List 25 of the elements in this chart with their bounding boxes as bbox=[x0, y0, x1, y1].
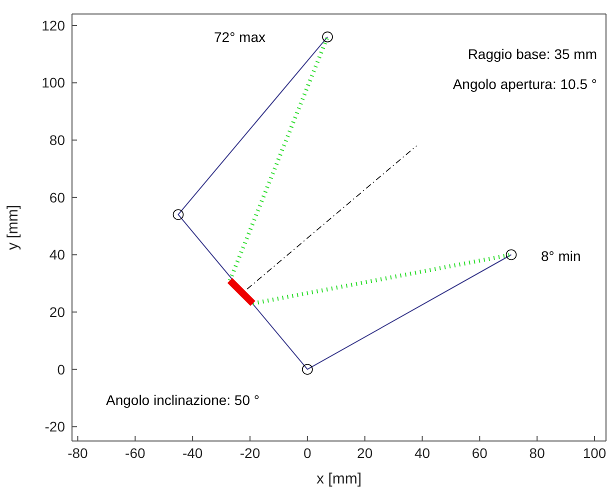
y-tick-label: 0 bbox=[57, 361, 66, 378]
y-tick-label: 120 bbox=[42, 17, 66, 34]
x-tick-label: 20 bbox=[357, 444, 373, 461]
x-tick-label: 0 bbox=[304, 444, 312, 461]
x-tick-label: 100 bbox=[582, 444, 606, 461]
y-tick-label: 80 bbox=[49, 132, 66, 148]
y-axis-title: y [mm] bbox=[4, 205, 22, 250]
annotation: Angolo apertura: 10.5 ° bbox=[452, 76, 597, 92]
x-tick-label: 60 bbox=[472, 444, 488, 461]
y-tick-label: -20 bbox=[44, 418, 66, 435]
x-tick-label: -40 bbox=[182, 444, 203, 461]
y-tick-label: 100 bbox=[42, 74, 66, 91]
x-tick-label: 80 bbox=[529, 444, 546, 461]
y-tick-label: 60 bbox=[49, 189, 66, 206]
annotation: Angolo inclinazione: 50 ° bbox=[106, 392, 260, 408]
x-axis-title: x [mm] bbox=[316, 470, 362, 488]
y-tick-label: 40 bbox=[49, 246, 66, 263]
y-tick-label: 20 bbox=[49, 304, 66, 320]
x-tick-label: -20 bbox=[240, 444, 260, 461]
annotation: 8° min bbox=[541, 248, 581, 264]
x-tick-label: 40 bbox=[414, 444, 430, 461]
annotation: Raggio base: 35 mm bbox=[468, 46, 597, 62]
x-tick-label: -80 bbox=[68, 444, 88, 461]
annotation: 72° max bbox=[214, 29, 266, 45]
x-tick-label: -60 bbox=[125, 444, 146, 461]
